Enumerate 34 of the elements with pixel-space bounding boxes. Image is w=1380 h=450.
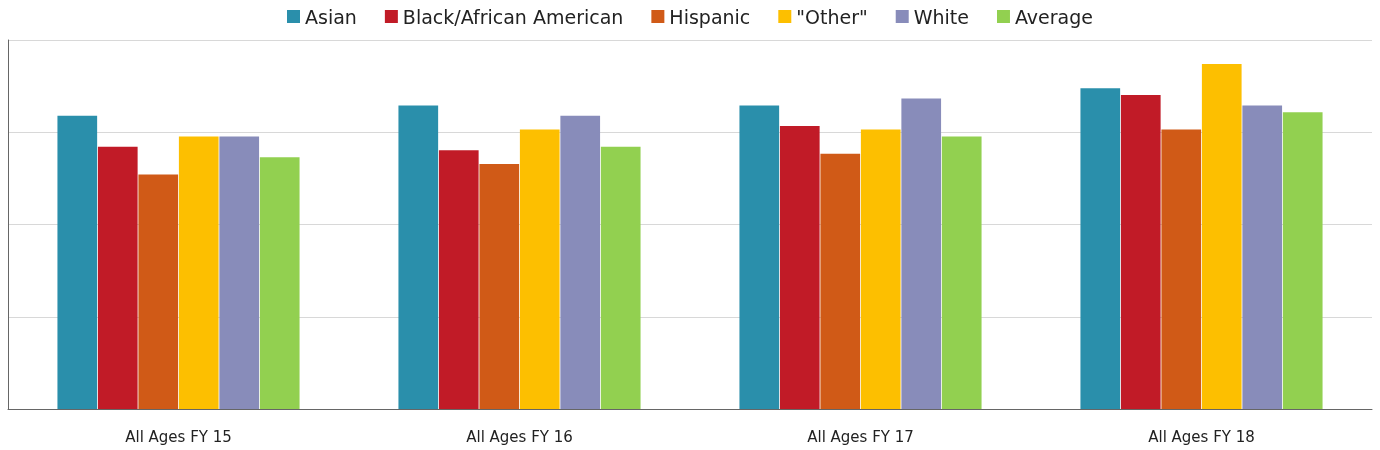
bar bbox=[1161, 129, 1202, 409]
legend-label: Average bbox=[1014, 5, 1093, 28]
bar bbox=[820, 153, 861, 409]
bar bbox=[1080, 88, 1121, 409]
bar bbox=[739, 105, 780, 409]
bar bbox=[779, 126, 820, 409]
bar bbox=[901, 98, 942, 409]
bar bbox=[178, 136, 219, 409]
bar bbox=[219, 136, 260, 409]
x-tick-label: All Ages FY 16 bbox=[466, 427, 573, 446]
bar bbox=[479, 164, 520, 409]
legend-label: Hispanic bbox=[669, 5, 751, 28]
bar bbox=[560, 115, 601, 409]
legend-label: White bbox=[913, 5, 969, 28]
bar bbox=[941, 136, 982, 409]
bar bbox=[438, 150, 479, 409]
bar bbox=[1282, 112, 1323, 409]
legend-label: Black/African American bbox=[402, 5, 624, 28]
legend-label: Asian bbox=[305, 5, 357, 28]
x-tick-label: All Ages FY 17 bbox=[807, 427, 914, 446]
bar bbox=[860, 129, 901, 409]
bar bbox=[97, 146, 138, 409]
bar bbox=[398, 105, 439, 409]
x-tick-label: All Ages FY 15 bbox=[125, 427, 232, 446]
bar bbox=[600, 146, 641, 409]
bar bbox=[1242, 105, 1283, 409]
bar bbox=[1201, 63, 1242, 409]
bar bbox=[1120, 95, 1161, 409]
x-tick-label: All Ages FY 18 bbox=[1148, 427, 1255, 446]
bar bbox=[138, 174, 179, 409]
bar bbox=[519, 129, 560, 409]
bar bbox=[57, 115, 98, 409]
bar bbox=[259, 157, 300, 409]
legend-label: "Other" bbox=[796, 5, 868, 28]
